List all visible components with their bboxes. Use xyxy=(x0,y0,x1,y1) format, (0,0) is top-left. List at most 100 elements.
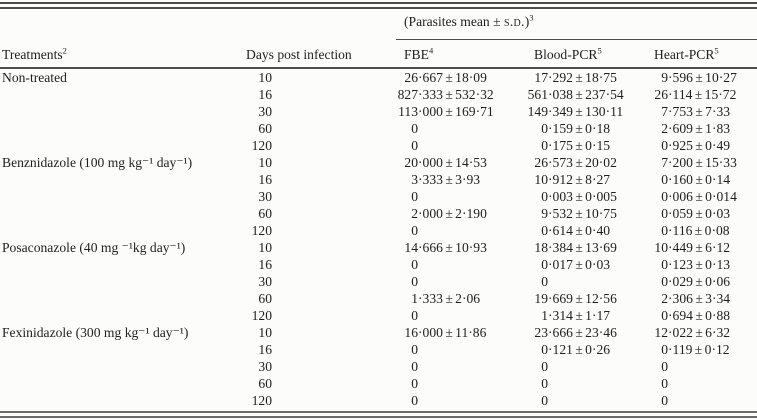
value-cell-heart: 12·022 ± 6·32 xyxy=(646,324,757,341)
value-rest-part: ·116 ± 0·08 xyxy=(668,223,730,238)
value-rest-part: ·753 ± 7·33 xyxy=(668,104,731,119)
days-value: 120 xyxy=(251,308,272,323)
value-rest-part: ·000 ± 2·190 xyxy=(418,206,487,221)
table-row: Posaconazole (40 mg ⁻¹kg day⁻¹) 10 14·666 … xyxy=(0,239,757,256)
table-row: 30 0 0 0 xyxy=(0,358,757,375)
treatment-cell xyxy=(0,103,246,120)
days-value: 30 xyxy=(258,189,272,204)
value-integer-part: 0 xyxy=(411,257,418,272)
days-cell: 16 xyxy=(246,171,396,188)
value-cell-heart: 0·029 ± 0·06 xyxy=(646,273,757,290)
value-cell-blood: 1·314 ± 1·17 xyxy=(526,307,646,324)
value-cell-blood: 0·175 ± 0·15 xyxy=(526,137,646,154)
value-cell-blood: 0·121 ± 0·26 xyxy=(526,341,646,358)
treatment-cell xyxy=(0,222,246,239)
treatment-cell xyxy=(0,392,246,409)
value-integer-part: 26 xyxy=(404,70,418,85)
value-rest-part: ·160 ± 0·14 xyxy=(668,172,731,187)
value-integer-part: 0 xyxy=(661,189,668,204)
table-row: 120 0 1·314 ± 1·17 0·694 ± 0·88 xyxy=(0,307,757,324)
days-value: 16 xyxy=(258,172,272,187)
value-integer-part: 0 xyxy=(661,274,668,289)
value-integer-part: 9 xyxy=(541,206,548,221)
days-value: 10 xyxy=(258,240,272,255)
value-cell-heart: 0·119 ± 0·12 xyxy=(646,341,757,358)
value-rest-part: ·114 ± 15·72 xyxy=(668,87,737,102)
days-cell: 30 xyxy=(246,273,396,290)
value-rest-part: ·314 ± 1·17 xyxy=(548,308,611,323)
value-integer-part: 0 xyxy=(661,393,668,408)
table-row: 60 0 0·159 ± 0·18 2·609 ± 1·83 xyxy=(0,120,757,137)
value-integer-part: 2 xyxy=(661,121,668,136)
value-rest-part: ·000 ± 11·86 xyxy=(418,325,487,340)
value-rest-part: ·121 ± 0·26 xyxy=(548,342,611,357)
value-rest-part: ·292 ± 18·75 xyxy=(548,70,617,85)
value-integer-part: 827 xyxy=(397,87,418,102)
days-cell: 16 xyxy=(246,341,396,358)
table-row: 16 0 0·121 ± 0·26 0·119 ± 0·12 xyxy=(0,341,757,358)
value-rest-part: ·449 ± 6·12 xyxy=(668,240,731,255)
value-cell-blood: 9·532 ± 10·75 xyxy=(526,205,646,222)
value-integer-part: 0 xyxy=(661,223,668,238)
treatment-cell xyxy=(0,205,246,222)
days-value: 10 xyxy=(258,325,272,340)
table-body: Non-treated 10 26·667 ± 18·09 17·292 ± 18·7… xyxy=(0,68,757,409)
value-rest-part: ·200 ± 15·33 xyxy=(668,155,737,170)
value-integer-part: 10 xyxy=(534,172,548,187)
value-rest-part: ·609 ± 1·83 xyxy=(668,121,731,136)
value-integer-part: 0 xyxy=(661,206,668,221)
value-rest-part: ·017 ± 0·03 xyxy=(548,257,611,272)
value-integer-part: 0 xyxy=(541,223,548,238)
days-value: 10 xyxy=(258,155,272,170)
days-cell: 10 xyxy=(246,239,396,256)
spanner-row: (Parasites mean ± s.d.)3 xyxy=(0,9,757,40)
value-integer-part: 23 xyxy=(534,325,548,340)
value-rest-part: ·669 ± 12·56 xyxy=(548,291,617,306)
value-rest-part: ·006 ± 0·014 xyxy=(668,189,737,204)
treatment-cell xyxy=(0,188,246,205)
value-rest-part: ·306 ± 3·34 xyxy=(668,291,731,306)
treatment-cell xyxy=(0,307,246,324)
value-integer-part: 17 xyxy=(534,70,548,85)
value-cell-fbe: 0 xyxy=(396,222,526,239)
table-row: 60 2·000 ± 2·190 9·532 ± 10·75 0·059 ± 0·03 xyxy=(0,205,757,222)
table-row: Fexinidazole (300 mg kg⁻¹ day⁻¹) 10 16·000… xyxy=(0,324,757,341)
treatment-cell xyxy=(0,341,246,358)
days-value: 30 xyxy=(258,104,272,119)
value-cell-blood: 0 xyxy=(526,375,646,392)
value-cell-fbe: 827·333 ± 532·32 xyxy=(396,86,526,103)
days-value: 16 xyxy=(258,87,272,102)
value-rest-part: ·159 ± 0·18 xyxy=(548,121,611,136)
col-header-blood-pcr: Blood-PCR5 xyxy=(526,39,646,69)
days-cell: 30 xyxy=(246,358,396,375)
value-integer-part: 0 xyxy=(541,376,548,391)
value-rest-part: ·000 ± 169·71 xyxy=(418,104,494,119)
value-cell-heart: 0·116 ± 0·08 xyxy=(646,222,757,239)
value-cell-heart: 0 xyxy=(646,358,757,375)
value-rest-part: ·614 ± 0·40 xyxy=(548,223,611,238)
value-cell-blood: 0·159 ± 0·18 xyxy=(526,120,646,137)
value-rest-part: ·532 ± 10·75 xyxy=(548,206,617,221)
sd-smallcaps: s.d. xyxy=(503,14,525,29)
value-integer-part: 0 xyxy=(411,393,418,408)
days-value: 120 xyxy=(251,223,272,238)
table-row: 30 113·000 ± 169·71 149·349 ± 130·11 7·753 … xyxy=(0,103,757,120)
value-cell-fbe: 0 xyxy=(396,188,526,205)
table-row: Benznidazole (100 mg kg⁻¹ day⁻¹) 10 20·000… xyxy=(0,154,757,171)
value-integer-part: 18 xyxy=(534,240,548,255)
value-rest-part: ·596 ± 10·27 xyxy=(668,70,737,85)
value-cell-heart: 0·160 ± 0·14 xyxy=(646,171,757,188)
value-cell-fbe: 0 xyxy=(396,120,526,137)
col-header-days-post-infection: Days post infection xyxy=(246,39,396,69)
value-integer-part: 0 xyxy=(541,189,548,204)
value-rest-part: ·059 ± 0·03 xyxy=(668,206,731,221)
days-cell: 30 xyxy=(246,188,396,205)
days-cell: 120 xyxy=(246,222,396,239)
value-rest-part: ·666 ± 23·46 xyxy=(548,325,617,340)
spanner-footnote-sup: 3 xyxy=(529,12,534,23)
treatment-cell xyxy=(0,171,246,188)
value-integer-part: 0 xyxy=(541,138,548,153)
value-cell-fbe: 0 xyxy=(396,392,526,409)
table-row: 16 827·333 ± 532·32 561·038 ± 237·54 26·114… xyxy=(0,86,757,103)
days-value: 60 xyxy=(258,376,272,391)
